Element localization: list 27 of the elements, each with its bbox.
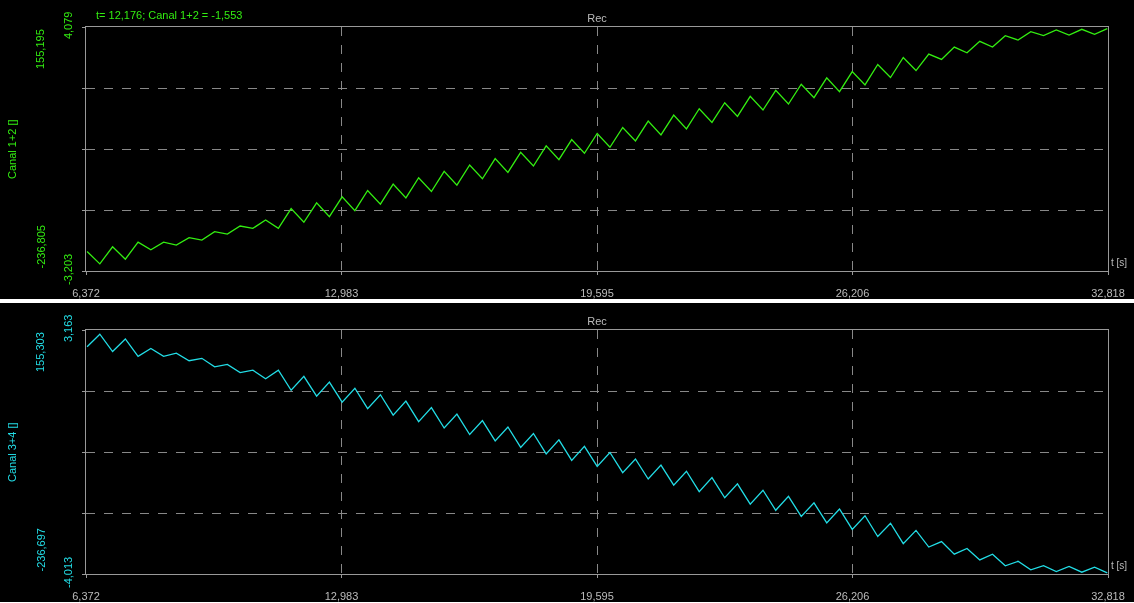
line-series xyxy=(86,333,1108,574)
line-series xyxy=(86,27,1108,265)
chart-title: Rec xyxy=(587,11,608,24)
x-tick-label: 6,372 xyxy=(72,287,100,300)
x-tick-label: 32,818 xyxy=(1091,287,1125,300)
x-tick-label: 12,983 xyxy=(324,287,359,300)
x-tick-label: 26,206 xyxy=(835,287,870,300)
y-tick-label: 3,163 xyxy=(61,314,74,343)
text: 155,303 xyxy=(34,332,46,372)
text: -236,805 xyxy=(34,225,47,269)
y-tick-label: -4,013 xyxy=(61,556,74,588)
x-tick-label: 32,818 xyxy=(1091,590,1125,603)
text: t= 12,176; Canal 1+2 = -1,553 xyxy=(96,9,243,21)
text: -236,697 xyxy=(34,528,47,572)
x-tick-label: 19,595 xyxy=(580,590,614,603)
y-tick-label: 4,079 xyxy=(61,11,74,40)
x-tick-label: 19,595 xyxy=(580,287,614,300)
x-tick-label: 12,983 xyxy=(324,590,359,603)
x-tick-label: 26,206 xyxy=(835,590,870,603)
text: 155,195 xyxy=(34,29,46,69)
x-axis-title: t [s] xyxy=(1111,560,1128,571)
x-tick-label: 6,372 xyxy=(72,590,100,603)
y-axis-title: Canal 1+2 [] xyxy=(6,119,18,179)
y-tick-label: -3,203 xyxy=(61,253,74,285)
y-axis-title: Canal 3+4 [] xyxy=(6,422,18,482)
chart-title: Rec xyxy=(587,314,608,327)
x-axis-title: t [s] xyxy=(1111,257,1128,268)
